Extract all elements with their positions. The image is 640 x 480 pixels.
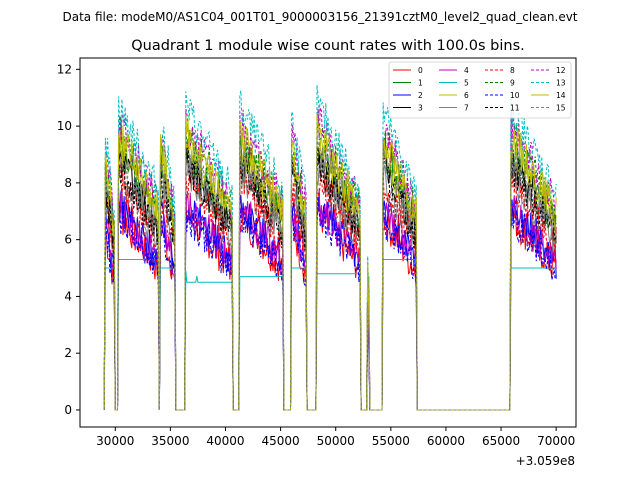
x-tick-label: 35000 [151, 434, 189, 448]
legend-label: 6 [464, 91, 469, 100]
legend-label: 1 [418, 79, 423, 88]
series-line-15 [103, 135, 557, 411]
chart-title: Quadrant 1 module wise count rates with … [131, 38, 525, 54]
legend-label: 9 [510, 79, 515, 88]
y-tick-label: 10 [57, 119, 72, 133]
x-tick-label: 45000 [262, 434, 300, 448]
y-tick-label: 4 [64, 289, 72, 303]
legend-label: 4 [464, 66, 469, 75]
x-tick-label: 55000 [372, 434, 410, 448]
x-tick-label: 70000 [537, 434, 575, 448]
y-tick-label: 6 [64, 233, 72, 247]
legend-label: 10 [510, 91, 520, 100]
y-tick-label: 12 [57, 62, 72, 76]
legend-label: 15 [556, 104, 566, 113]
x-tick-label: 40000 [206, 434, 244, 448]
series-layer [103, 85, 557, 411]
legend-label: 14 [556, 91, 566, 100]
axis-ticks: 30000 35000 40000 45000 50000 55000 60000 65000… [57, 62, 576, 448]
figure-suptitle: Data file: modeM0/AS1C04_001T01_90000031… [62, 10, 577, 24]
legend-label: 12 [556, 66, 566, 75]
plot-frame [79, 57, 577, 428]
y-tick-label: 8 [64, 176, 72, 190]
x-tick-label: 65000 [482, 434, 520, 448]
legend-label: 5 [464, 79, 469, 88]
legend-label: 8 [510, 66, 515, 75]
legend-label: 13 [556, 79, 566, 88]
x-tick-label: 50000 [317, 434, 355, 448]
legend-label: 2 [418, 91, 423, 100]
legend-label: 11 [510, 104, 520, 113]
y-tick-label: 2 [64, 346, 72, 360]
x-offset-label: +3.059e8 [516, 454, 575, 468]
legend-label: 7 [464, 104, 469, 113]
x-tick-label: 60000 [427, 434, 465, 448]
legend-label: 3 [418, 104, 423, 113]
legend-box [388, 61, 572, 119]
y-tick-label: 0 [64, 403, 72, 417]
legend-label: 0 [418, 66, 423, 75]
x-tick-label: 30000 [96, 434, 134, 448]
